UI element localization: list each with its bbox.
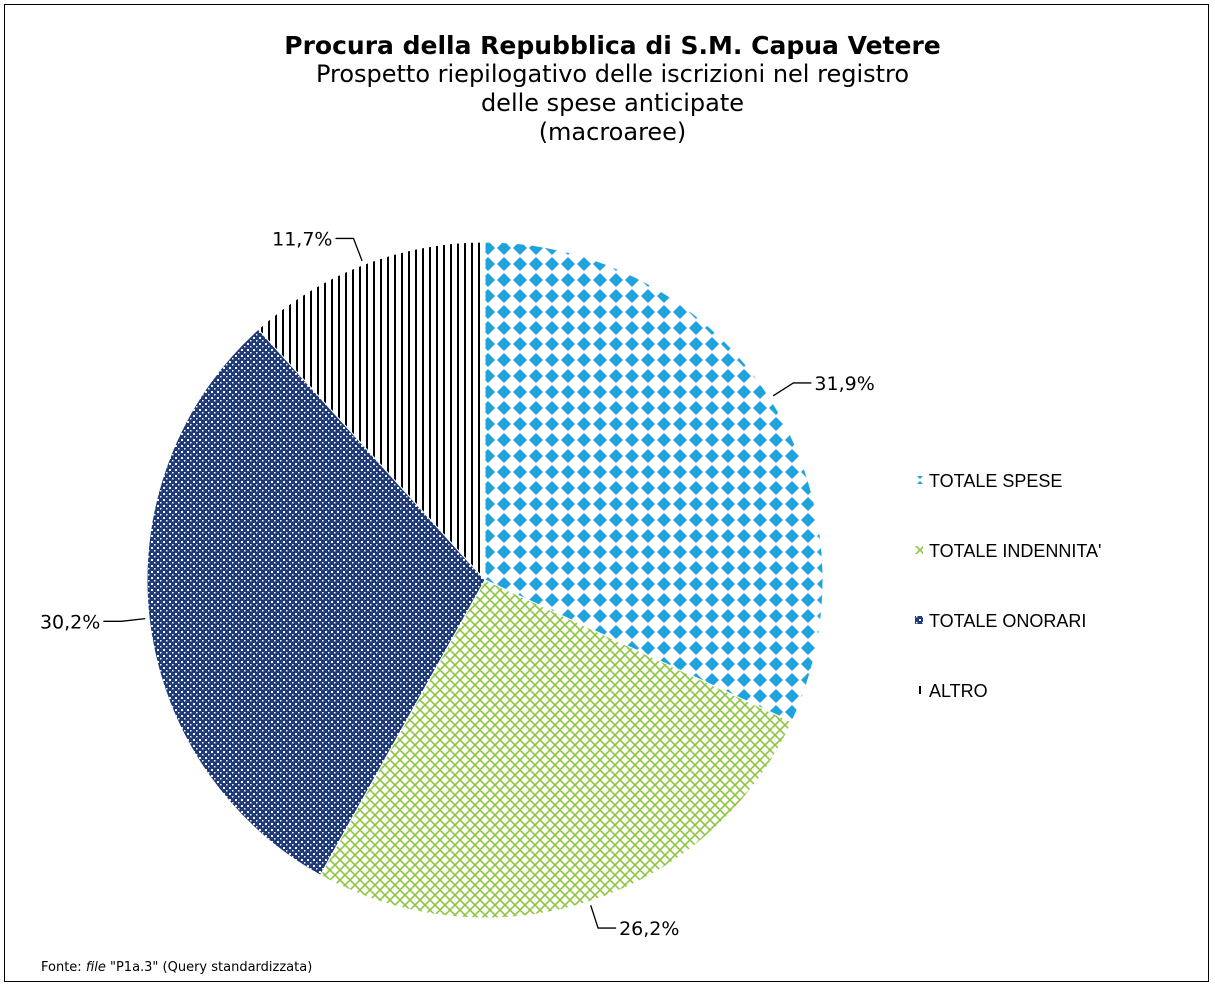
data-label-totale-spese: 31,9% <box>814 373 874 395</box>
legend: TOTALE SPESE TOTALE INDENNITA' TOTALE ONOR… <box>915 471 1101 701</box>
legend-swatch-totale-indennita <box>915 546 923 554</box>
legend-swatch-totale-onorari <box>915 616 923 624</box>
legend-swatch-altro <box>915 686 923 694</box>
chart-subtitle-line-3: (macroaree) <box>538 118 687 146</box>
chart-title: Procura della Repubblica di S.M. Capua V… <box>284 31 941 60</box>
leader-lines <box>103 237 812 929</box>
data-label-totale-onorari: 30,2% <box>40 611 100 633</box>
legend-label-totale-indennita: TOTALE INDENNITA' <box>929 541 1101 561</box>
data-label-altro: 11,7% <box>272 228 332 250</box>
pie-slice-altro <box>257 241 486 582</box>
source-file-word: file <box>85 960 106 975</box>
pie-slice-totale-spese <box>484 241 824 723</box>
chart-title-block: Procura della Repubblica di S.M. Capua V… <box>0 32 1215 147</box>
chart-subtitle-line-1: Prospetto riepilogativo delle iscrizioni… <box>315 60 910 88</box>
leader-line-altro <box>335 237 363 262</box>
leader-line-totale-spese <box>772 382 812 397</box>
legend-label-altro: ALTRO <box>929 681 988 701</box>
pie-slice-totale-onorari <box>146 328 486 876</box>
chart-subtitle-line-2: delle spese anticipate <box>480 89 745 117</box>
leader-line-totale-indennita <box>590 905 617 929</box>
data-labels: 31,9% 26,2% 30,2% 11,7% <box>40 228 875 940</box>
leader-line-totale-onorari <box>103 617 146 622</box>
source-prefix: Fonte: <box>41 960 86 975</box>
legend-label-totale-spese: TOTALE SPESE <box>929 471 1062 491</box>
legend-label-totale-onorari: TOTALE ONORARI <box>929 611 1086 631</box>
source-rest: "P1a.3" (Query standardizzata) <box>105 960 313 975</box>
data-label-totale-indennita: 26,2% <box>619 918 679 940</box>
pie-slices <box>146 241 824 919</box>
legend-swatch-totale-spese <box>915 476 923 484</box>
source-note: Fonte: file "P1a.3" (Query standardizzat… <box>41 960 312 975</box>
